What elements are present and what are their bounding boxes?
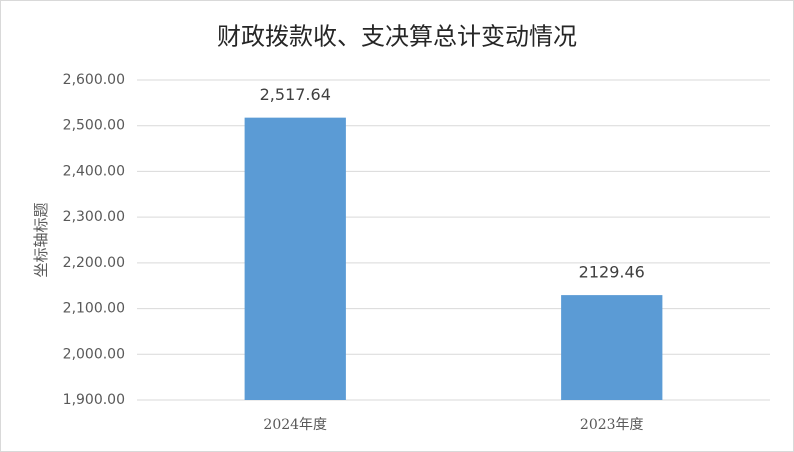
y-tick-label: 2,500.00 [63,118,125,134]
value-label: 2,517.64 [260,85,331,104]
y-tick-label: 2,300.00 [63,209,125,225]
y-tick-label: 2,000.00 [63,346,125,362]
chart-title: 财政拨款收、支决算总计变动情况 [217,23,577,51]
x-tick-label: 2023年度 [580,417,644,433]
y-tick-label: 2,600.00 [63,72,125,88]
bar [244,117,346,401]
y-tick-label: 2,400.00 [63,163,125,179]
value-label: 2129.46 [579,263,645,282]
y-axis-title: 坐标轴标题 [32,202,50,277]
bar [561,295,663,400]
y-tick-label: 2,100.00 [63,301,125,317]
y-tick-label: 2,200.00 [63,255,125,271]
y-tick-label: 1,900.00 [63,392,125,408]
x-tick-label: 2024年度 [263,417,327,433]
